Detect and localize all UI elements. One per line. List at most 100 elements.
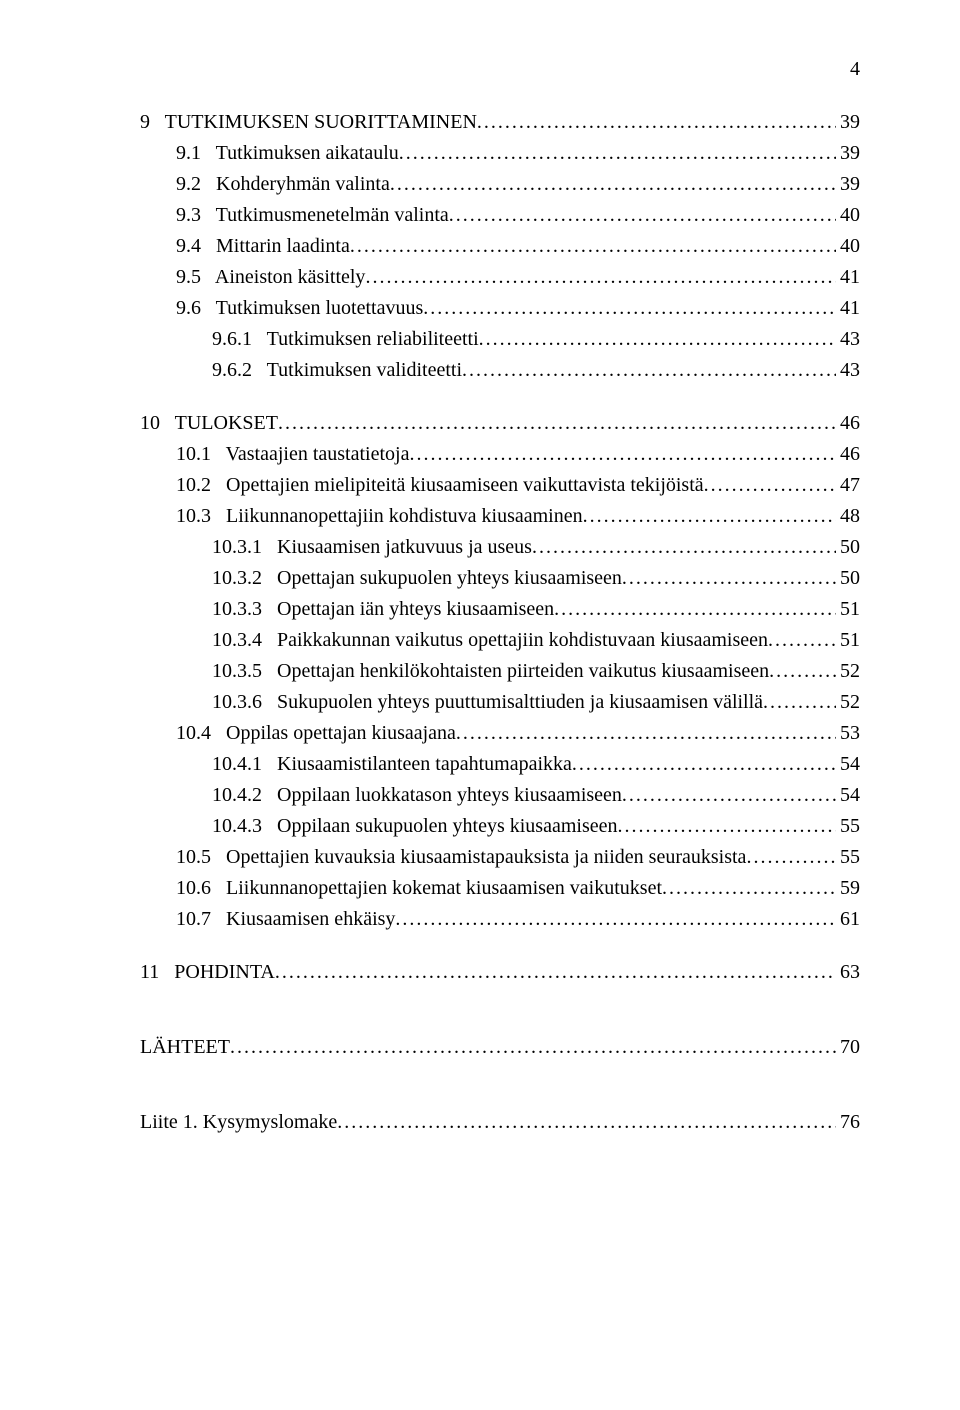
toc-entry-label: 9.2 Kohderyhmän valinta (176, 174, 390, 194)
toc-gap (140, 391, 860, 413)
toc-entry-label: 10.3.1 Kiusaamisen jatkuvuus ja useus (212, 537, 532, 557)
toc-gap (140, 940, 860, 962)
toc-leader-dots (479, 329, 836, 349)
toc-entry-page: 55 (836, 816, 860, 836)
toc-leader-dots (746, 847, 836, 867)
toc-entry-label: 10.5 Opettajien kuvauksia kiusaamistapau… (176, 847, 746, 867)
toc-entry-page: 40 (836, 205, 860, 225)
table-of-contents: 9 TUTKIMUKSEN SUORITTAMINEN399.1 Tutkimu… (140, 112, 860, 1132)
toc-leader-dots (423, 298, 836, 318)
toc-entry: 10.4 Oppilas opettajan kiusaajana 53 (140, 723, 860, 743)
toc-entry-label: 10.3.6 Sukupuolen yhteys puuttumisalttiu… (212, 692, 763, 712)
toc-entry: 10.3.1 Kiusaamisen jatkuvuus ja useus 50 (140, 537, 860, 557)
toc-entry-page: 48 (836, 506, 860, 526)
toc-gap (140, 1015, 860, 1037)
toc-leader-dots (399, 143, 836, 163)
toc-entry-page: 43 (836, 360, 860, 380)
toc-entry: 10.4.2 Oppilaan luokkatason yhteys kiusa… (140, 785, 860, 805)
toc-entry-label: 9.4 Mittarin laadinta (176, 236, 350, 256)
toc-entry: 10.3.5 Opettajan henkilökohtaisten piirt… (140, 661, 860, 681)
toc-entry: 9.6 Tutkimuksen luotettavuus 41 (140, 298, 860, 318)
toc-entry-label: 10.4.2 Oppilaan luokkatason yhteys kiusa… (212, 785, 622, 805)
toc-entry-label: 10.7 Kiusaamisen ehkäisy (176, 909, 395, 929)
toc-entry-label: 9.1 Tutkimuksen aikataulu (176, 143, 399, 163)
toc-entry-page: 41 (836, 298, 860, 318)
toc-entry-page: 39 (836, 112, 860, 132)
toc-entry-page: 39 (836, 143, 860, 163)
toc-entry-label: 10.2 Opettajien mielipiteitä kiusaamisee… (176, 475, 704, 495)
toc-entry-page: 53 (836, 723, 860, 743)
toc-leader-dots (768, 630, 836, 650)
toc-leader-dots (572, 754, 836, 774)
toc-leader-dots (554, 599, 836, 619)
toc-entry-page: 59 (836, 878, 860, 898)
toc-entry: 9.3 Tutkimusmenetelmän valinta 40 (140, 205, 860, 225)
toc-entry: LÄHTEET 70 (140, 1037, 860, 1057)
toc-entry: 10.3.2 Opettajan sukupuolen yhteys kiusa… (140, 568, 860, 588)
toc-entry-label: 9.6 Tutkimuksen luotettavuus (176, 298, 423, 318)
toc-leader-dots (662, 878, 836, 898)
toc-entry: 10.4.1 Kiusaamistilanteen tapahtumapaikk… (140, 754, 860, 774)
toc-entry-page: 55 (836, 847, 860, 867)
toc-entry-label: 10 TULOKSET (140, 413, 278, 433)
toc-gap (140, 1068, 860, 1090)
toc-entry: 10.3.3 Opettajan iän yhteys kiusaamiseen… (140, 599, 860, 619)
toc-entry-page: 39 (836, 174, 860, 194)
toc-leader-dots (275, 962, 836, 982)
toc-entry-label: 9.6.1 Tutkimuksen reliabiliteetti (212, 329, 479, 349)
toc-entry: 10.4.3 Oppilaan sukupuolen yhteys kiusaa… (140, 816, 860, 836)
toc-entry-label: 10.3.5 Opettajan henkilökohtaisten piirt… (212, 661, 769, 681)
toc-entry: 10.3.6 Sukupuolen yhteys puuttumisalttiu… (140, 692, 860, 712)
toc-leader-dots (350, 236, 836, 256)
toc-entry-label: 9.3 Tutkimusmenetelmän valinta (176, 205, 449, 225)
toc-entry-label: 9.6.2 Tutkimuksen validiteetti (212, 360, 462, 380)
toc-leader-dots (477, 112, 836, 132)
toc-entry-page: 76 (836, 1112, 860, 1132)
toc-entry-page: 52 (836, 661, 860, 681)
toc-entry-label: 10.3.3 Opettajan iän yhteys kiusaamiseen (212, 599, 554, 619)
toc-entry: 10.7 Kiusaamisen ehkäisy 61 (140, 909, 860, 929)
toc-entry-page: 50 (836, 568, 860, 588)
toc-leader-dots (462, 360, 836, 380)
toc-entry-page: 51 (836, 630, 860, 650)
toc-gap (140, 1090, 860, 1112)
toc-entry: 10.2 Opettajien mielipiteitä kiusaamisee… (140, 475, 860, 495)
toc-leader-dots (532, 537, 836, 557)
toc-leader-dots (622, 568, 836, 588)
toc-entry-label: LÄHTEET (140, 1037, 230, 1057)
toc-entry-page: 51 (836, 599, 860, 619)
toc-leader-dots (704, 475, 836, 495)
toc-entry: 9.6.2 Tutkimuksen validiteetti 43 (140, 360, 860, 380)
toc-leader-dots (449, 205, 836, 225)
toc-entry: 10.1 Vastaajien taustatietoja 46 (140, 444, 860, 464)
toc-entry-label: 10.4.1 Kiusaamistilanteen tapahtumapaikk… (212, 754, 572, 774)
toc-entry-label: 10.4 Oppilas opettajan kiusaajana (176, 723, 456, 743)
toc-entry: Liite 1. Kysymyslomake76 (140, 1112, 860, 1132)
toc-entry-page: 41 (836, 267, 860, 287)
toc-entry-label: 10.3.4 Paikkakunnan vaikutus opettajiin … (212, 630, 768, 650)
toc-entry: 10.3 Liikunnanopettajiin kohdistuva kius… (140, 506, 860, 526)
toc-leader-dots (763, 692, 836, 712)
toc-entry-page: 54 (836, 785, 860, 805)
toc-entry-label: 9 TUTKIMUKSEN SUORITTAMINEN (140, 112, 477, 132)
toc-entry: 10.5 Opettajien kuvauksia kiusaamistapau… (140, 847, 860, 867)
toc-entry-page: 43 (836, 329, 860, 349)
toc-entry: 9.6.1 Tutkimuksen reliabiliteetti 43 (140, 329, 860, 349)
toc-entry-page: 46 (836, 444, 860, 464)
toc-entry: 9 TUTKIMUKSEN SUORITTAMINEN 39 (140, 112, 860, 132)
toc-leader-dots (390, 174, 836, 194)
toc-entry-page: 70 (836, 1037, 860, 1057)
toc-entry-label: 10.4.3 Oppilaan sukupuolen yhteys kiusaa… (212, 816, 618, 836)
toc-entry-label: 10.3.2 Opettajan sukupuolen yhteys kiusa… (212, 568, 622, 588)
toc-entry-label: 10.1 Vastaajien taustatietoja (176, 444, 409, 464)
toc-entry: 11 POHDINTA 63 (140, 962, 860, 982)
toc-leader-dots (618, 816, 837, 836)
toc-entry: 9.1 Tutkimuksen aikataulu 39 (140, 143, 860, 163)
toc-entry-page: 63 (836, 962, 860, 982)
toc-entry-page: 50 (836, 537, 860, 557)
toc-leader-dots (409, 444, 836, 464)
toc-entry-page: 61 (836, 909, 860, 929)
toc-entry-label: 11 POHDINTA (140, 962, 275, 982)
toc-gap (140, 993, 860, 1015)
toc-entry: 9.5 Aineiston käsittely41 (140, 267, 860, 287)
